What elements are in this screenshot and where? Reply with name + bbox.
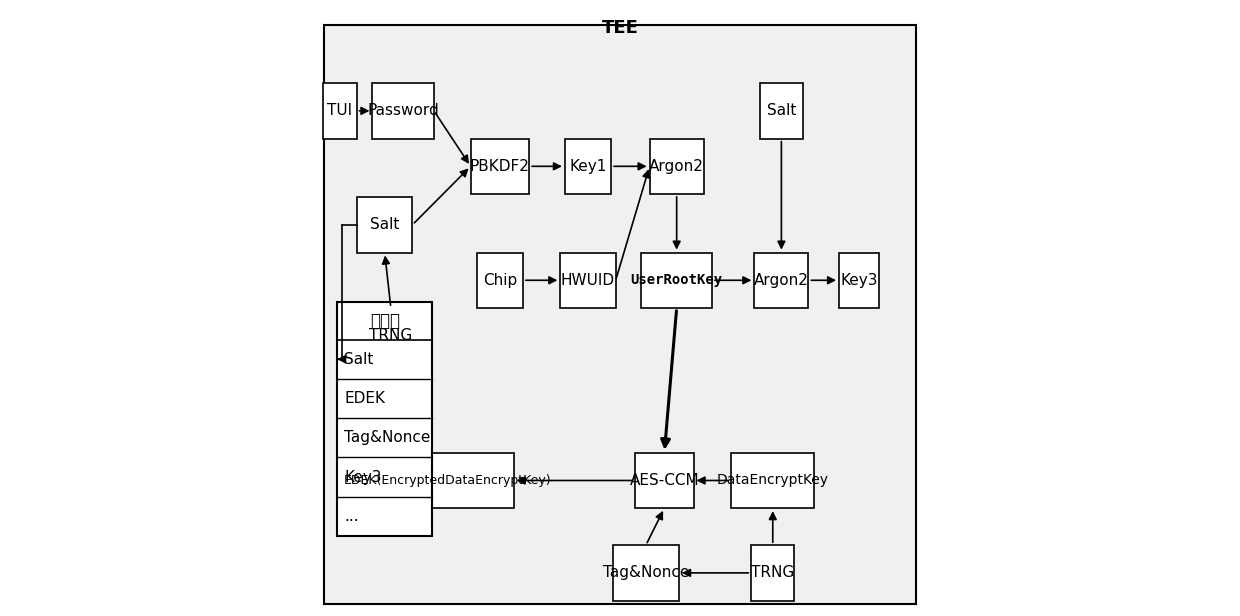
Text: Password: Password	[367, 103, 439, 118]
Text: 存储器: 存储器	[370, 312, 399, 330]
FancyBboxPatch shape	[357, 197, 413, 253]
FancyBboxPatch shape	[754, 253, 808, 308]
FancyBboxPatch shape	[839, 253, 879, 308]
Text: Salt: Salt	[345, 352, 373, 367]
FancyBboxPatch shape	[635, 453, 693, 508]
Text: Tag&Nonce: Tag&Nonce	[603, 565, 689, 580]
Text: Salt: Salt	[766, 103, 796, 118]
Text: EDEK: EDEK	[345, 391, 386, 406]
Text: ...: ...	[345, 509, 358, 524]
Text: Tag&Nonce: Tag&Nonce	[345, 430, 430, 445]
Text: Chip: Chip	[482, 273, 517, 288]
Text: TRNG: TRNG	[370, 328, 413, 343]
Text: Argon2: Argon2	[754, 273, 808, 288]
FancyBboxPatch shape	[760, 83, 804, 139]
FancyBboxPatch shape	[732, 453, 815, 508]
Text: AES-CCM: AES-CCM	[630, 473, 699, 488]
Text: Key1: Key1	[569, 159, 606, 174]
FancyBboxPatch shape	[368, 308, 414, 363]
Text: HWUID: HWUID	[560, 273, 615, 288]
FancyBboxPatch shape	[322, 83, 357, 139]
Text: Key3: Key3	[345, 469, 382, 485]
FancyBboxPatch shape	[337, 302, 433, 536]
Text: UserRootKey: UserRootKey	[631, 274, 723, 287]
FancyBboxPatch shape	[641, 253, 712, 308]
FancyBboxPatch shape	[650, 139, 704, 194]
Text: DataEncryptKey: DataEncryptKey	[717, 474, 828, 487]
FancyBboxPatch shape	[565, 139, 611, 194]
Text: TEE: TEE	[601, 18, 639, 37]
Text: TUI: TUI	[327, 103, 352, 118]
FancyBboxPatch shape	[560, 253, 616, 308]
FancyBboxPatch shape	[382, 453, 513, 508]
Text: PBKDF2: PBKDF2	[470, 159, 529, 174]
Text: Argon2: Argon2	[650, 159, 704, 174]
Text: Key3: Key3	[841, 273, 878, 288]
FancyBboxPatch shape	[751, 545, 795, 601]
FancyBboxPatch shape	[613, 545, 680, 601]
Text: EDEK(EncryptedDataEncryptKey): EDEK(EncryptedDataEncryptKey)	[343, 474, 552, 487]
FancyBboxPatch shape	[372, 83, 434, 139]
Text: TRNG: TRNG	[751, 565, 795, 580]
FancyBboxPatch shape	[471, 139, 529, 194]
FancyBboxPatch shape	[476, 253, 523, 308]
FancyBboxPatch shape	[325, 25, 915, 604]
Text: Salt: Salt	[370, 217, 399, 232]
